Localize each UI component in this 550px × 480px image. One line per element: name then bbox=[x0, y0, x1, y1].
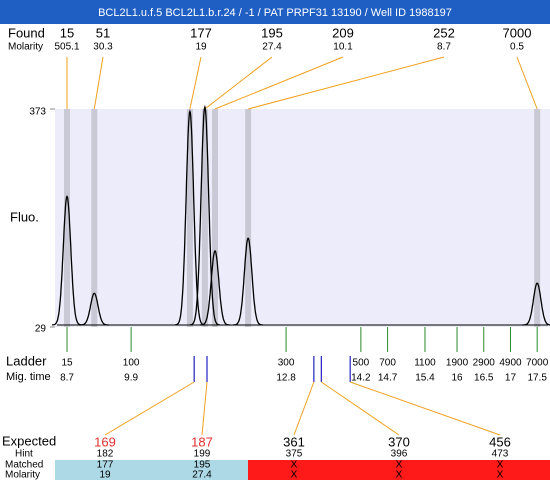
expected-molarity: X bbox=[497, 470, 504, 480]
expected-cell bbox=[248, 460, 347, 480]
expected-size: 370 bbox=[388, 434, 410, 449]
expected-molarity: 27.4 bbox=[192, 470, 212, 480]
expected-molarity: 19 bbox=[99, 470, 111, 480]
found-molarity: 19 bbox=[195, 42, 207, 53]
ladder-size: 700 bbox=[379, 358, 396, 369]
trace-peak bbox=[189, 104, 220, 326]
ladder-size: 100 bbox=[123, 358, 140, 369]
peak-band bbox=[212, 109, 219, 327]
peak-band bbox=[245, 109, 252, 327]
ladder-mig-time: 14.7 bbox=[378, 373, 398, 384]
title: BCL2L1.u.f.5 BCL2L1.b.r.24 / -1 / PAT PR… bbox=[98, 7, 452, 19]
title-bar bbox=[0, 0, 550, 24]
peak-connector bbox=[189, 56, 202, 110]
ladder-size: 15 bbox=[61, 358, 73, 369]
found-size: 15 bbox=[60, 25, 74, 40]
expected-cell bbox=[449, 460, 550, 480]
ladder-mig-time: 14.2 bbox=[351, 373, 371, 384]
expected-cell bbox=[55, 460, 154, 480]
expected-molarity: X bbox=[396, 470, 403, 480]
ladder-size: 2900 bbox=[473, 358, 496, 369]
ladder-size: 1100 bbox=[414, 358, 436, 369]
expected-hint: 473 bbox=[492, 449, 509, 460]
axis-label: Fluo. bbox=[10, 209, 39, 224]
expected-matched: 195 bbox=[194, 460, 211, 471]
molarity-row-label: Molarity bbox=[5, 470, 40, 480]
trace-peak bbox=[200, 250, 230, 326]
expected-size: 361 bbox=[283, 434, 305, 449]
ladder-mig-time: 12.8 bbox=[276, 373, 296, 384]
ladder-label: Ladder bbox=[6, 353, 47, 368]
hint-label: Hint bbox=[15, 449, 33, 460]
found-molarity: 30.3 bbox=[93, 42, 113, 53]
expected-hint: 396 bbox=[391, 449, 408, 460]
molarity-label: Molarity bbox=[8, 42, 43, 53]
found-size: 252 bbox=[433, 25, 455, 40]
peak-band bbox=[64, 109, 71, 327]
expected-matched: X bbox=[291, 460, 298, 471]
peak-band bbox=[186, 109, 193, 327]
expected-connector bbox=[350, 381, 501, 436]
found-size: 209 bbox=[332, 25, 354, 40]
ladder-mig-time: 16.5 bbox=[474, 373, 494, 384]
trace-peak bbox=[233, 237, 264, 326]
expected-label: Expected bbox=[2, 433, 56, 448]
mig-time-label: Mig. time bbox=[6, 371, 51, 383]
found-size: 7000 bbox=[503, 25, 532, 40]
peak-band bbox=[534, 109, 541, 327]
found-label: Found bbox=[8, 25, 45, 40]
ladder-mig-time: 15.4 bbox=[415, 373, 435, 384]
expected-hint: 199 bbox=[194, 449, 211, 460]
trace-peak bbox=[522, 282, 550, 326]
ladder-mig-time: 17.5 bbox=[527, 373, 547, 384]
peak-connector bbox=[93, 56, 104, 110]
matched-label: Matched bbox=[5, 460, 43, 471]
ladder-mig-time: 16 bbox=[451, 373, 463, 384]
expected-connector bbox=[293, 381, 315, 436]
ladder-mig-time: 9.9 bbox=[124, 373, 138, 384]
peak-connector bbox=[248, 56, 445, 110]
expected-matched: 177 bbox=[97, 460, 114, 471]
peak-connector bbox=[516, 56, 538, 110]
expected-matched: X bbox=[497, 460, 504, 471]
ladder-size: 300 bbox=[278, 358, 295, 369]
expected-hint: 375 bbox=[286, 449, 303, 460]
ladder-mig-time: 17 bbox=[505, 373, 517, 384]
found-molarity: 10.1 bbox=[333, 42, 353, 53]
expected-size: 169 bbox=[94, 434, 116, 449]
expected-cell bbox=[346, 460, 450, 480]
found-size: 195 bbox=[261, 25, 283, 40]
plot-area bbox=[55, 109, 550, 327]
expected-connector bbox=[321, 381, 400, 436]
expected-size: 456 bbox=[489, 434, 511, 449]
ladder-size: 7000 bbox=[526, 358, 549, 369]
expected-cell bbox=[153, 460, 248, 480]
ladder-size: 4900 bbox=[499, 358, 522, 369]
ladder-size: 500 bbox=[353, 358, 370, 369]
trace-peak bbox=[51, 195, 83, 326]
found-molarity: 0.5 bbox=[510, 42, 524, 53]
ladder-size: 1900 bbox=[446, 358, 469, 369]
y-tick-label: 29 bbox=[35, 324, 47, 335]
peak-connector bbox=[204, 56, 273, 110]
found-size: 177 bbox=[190, 25, 212, 40]
expected-hint: 182 bbox=[97, 449, 114, 460]
y-tick-label: 373 bbox=[29, 107, 46, 118]
found-molarity: 27.4 bbox=[262, 42, 282, 53]
expected-connector bbox=[201, 381, 208, 436]
ladder-mig-time: 8.7 bbox=[60, 373, 74, 384]
expected-connector bbox=[104, 381, 195, 436]
expected-size: 187 bbox=[191, 434, 213, 449]
found-molarity: 505.1 bbox=[54, 42, 79, 53]
peak-band bbox=[91, 109, 98, 327]
found-size: 51 bbox=[96, 25, 110, 40]
trace-peak bbox=[79, 292, 110, 326]
peak-band bbox=[201, 109, 208, 327]
expected-matched: X bbox=[396, 460, 403, 471]
trace-peak bbox=[174, 109, 205, 326]
found-molarity: 8.7 bbox=[437, 42, 451, 53]
expected-molarity: X bbox=[291, 470, 298, 480]
peak-connector bbox=[214, 56, 344, 110]
